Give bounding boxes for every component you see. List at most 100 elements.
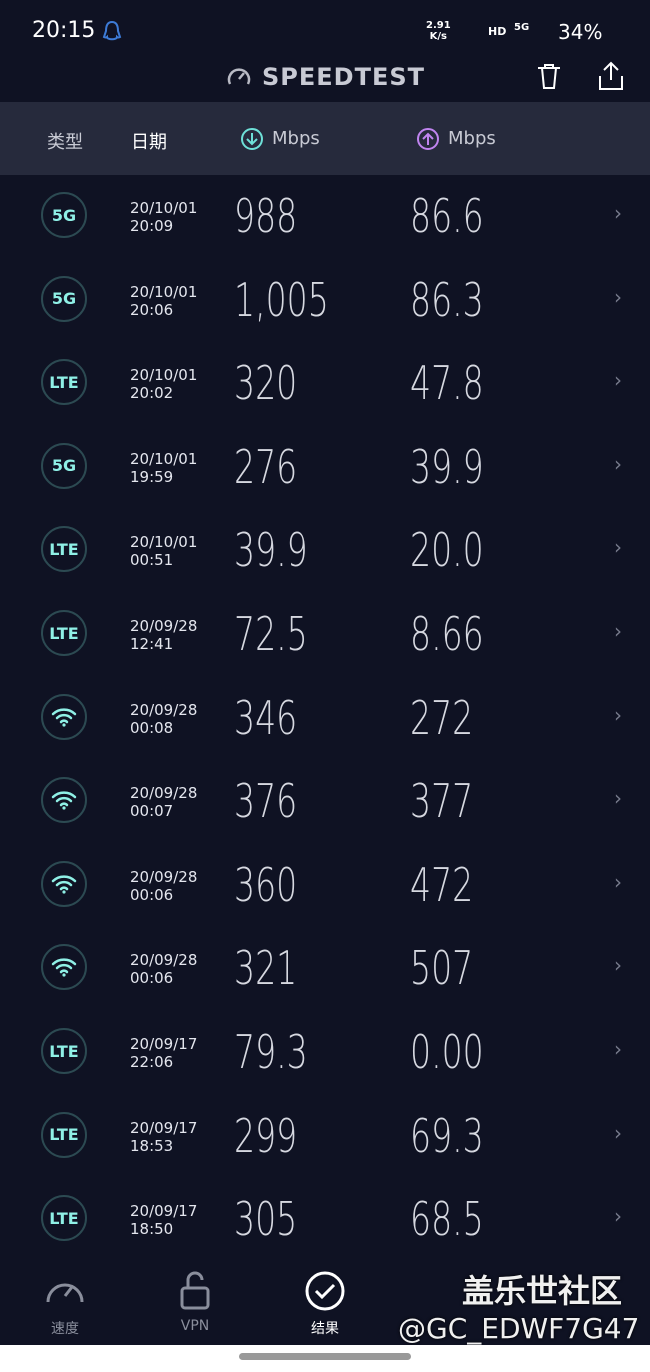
timestamp: 20/10/01 20:02 [130, 366, 197, 402]
chevron: › [614, 1120, 622, 1145]
col-date[interactable]: 日期 [131, 132, 167, 153]
timestamp: 20/10/01 20:06 [130, 283, 197, 319]
download-value: 321 [234, 941, 298, 996]
app-title: SPEEDTEST [262, 63, 426, 91]
date: 20/09/28 [130, 784, 198, 803]
network-badge: LTE [41, 526, 87, 573]
hd: HD [488, 25, 507, 38]
result-row[interactable]: LTE 20/09/17 18:53 299 69.3 › [0, 1095, 650, 1178]
result-row[interactable]: LTE 20/09/17 22:06 79.3 0.00 › [0, 1011, 650, 1094]
upload-value: 20.0 [410, 523, 484, 578]
date: 20/09/17 [130, 1202, 198, 1221]
result-row[interactable]: LTE 20/09/17 18:50 305 68.5 › [0, 1178, 650, 1261]
gesture-bar [0, 1345, 650, 1372]
download-value: 276 [234, 439, 298, 494]
download-value: 988 [234, 189, 298, 243]
network-badge [41, 777, 87, 824]
time: 19:59 [130, 467, 174, 486]
home-pill[interactable] [239, 1353, 411, 1360]
timestamp: 20/09/28 12:41 [130, 617, 197, 653]
date: 20/09/17 [130, 1118, 198, 1137]
results-tab-icon[interactable] [304, 1270, 346, 1312]
nav-label[interactable]: 速度 [51, 1321, 79, 1337]
time: 20:06 [130, 300, 174, 319]
date: 20/10/01 [130, 533, 198, 552]
date: 20/10/01 [130, 449, 198, 468]
timestamp: 20/10/01 19:59 [130, 450, 197, 486]
nav-label[interactable]: 结果 [311, 1321, 339, 1337]
download-value: 72.5 [234, 607, 308, 661]
timestamp: 20/09/17 18:50 [130, 1202, 197, 1238]
time: 00:07 [130, 802, 174, 821]
network-badge: LTE [41, 610, 87, 656]
speed-unit: K/s [429, 31, 448, 42]
network-badge: LTE [41, 1111, 87, 1158]
result-row[interactable]: 5G 20/10/01 20:06 1,005 86.3 › [0, 259, 650, 342]
chevron: › [614, 284, 622, 309]
wifi-icon [51, 707, 77, 727]
date: 20/09/28 [130, 951, 198, 970]
chevron: › [614, 368, 622, 393]
delete-button[interactable] [534, 62, 564, 92]
result-row[interactable]: 5G 20/10/01 19:59 276 39.9 › [0, 426, 650, 509]
upload-value: 272 [410, 690, 474, 745]
wifi-icon [51, 791, 77, 810]
network-badge [41, 860, 87, 907]
timestamp: 20/09/17 18:53 [130, 1119, 197, 1155]
time: 20:09 [130, 217, 174, 235]
chevron: › [614, 619, 622, 643]
result-row[interactable]: LTE 20/10/01 20:02 320 47.8 › [0, 342, 650, 425]
download-value: 299 [234, 1108, 298, 1163]
timestamp: 20/09/17 22:06 [130, 1035, 197, 1071]
upload-value: 86.6 [410, 189, 484, 243]
timestamp: 20/10/01 00:51 [130, 533, 197, 569]
timestamp: 20/09/28 00:08 [130, 701, 197, 737]
chevron: › [614, 451, 622, 476]
upload-value: 86.3 [410, 272, 484, 327]
result-row[interactable]: 20/09/28 00:07 376 377 › [0, 760, 650, 843]
result-row[interactable]: LTE 20/09/28 12:41 72.5 8.66 › [0, 593, 650, 676]
wifi-icon [51, 958, 77, 977]
upload-value: 68.5 [410, 1192, 484, 1247]
col-type[interactable]: 类型 [47, 132, 83, 153]
network-badge: LTE [41, 359, 87, 406]
upload-value: 472 [410, 857, 474, 912]
network-badge: 5G [41, 275, 87, 322]
col-upload[interactable]: Mbps [448, 128, 496, 149]
chevron: › [614, 702, 622, 727]
upload-value: 47.8 [410, 356, 484, 411]
share-button[interactable] [596, 60, 626, 92]
column-header: 类型 日期 Mbps Mbps [0, 102, 650, 175]
time: 20:02 [130, 384, 174, 403]
download-value: 79.3 [234, 1025, 308, 1079]
timestamp: 20/09/28 00:07 [130, 784, 197, 820]
network-badge: LTE [41, 1195, 87, 1242]
col-download[interactable]: Mbps [272, 128, 320, 149]
result-row[interactable]: 20/09/28 00:06 360 472 › [0, 844, 650, 927]
result-row[interactable]: 5G 20/10/01 20:09 988 86.6 › [0, 175, 650, 258]
result-row[interactable]: 20/09/28 00:08 346 272 › [0, 677, 650, 760]
timestamp: 20/09/28 00:06 [130, 868, 197, 904]
speed-tab-icon[interactable] [44, 1270, 86, 1312]
chevron: › [614, 953, 622, 978]
qq-icon [102, 20, 122, 41]
upload-value: 8.66 [410, 607, 484, 661]
date: 20/09/28 [130, 700, 198, 719]
download-icon [241, 128, 263, 150]
network-badge [41, 944, 87, 991]
date: 20/10/01 [130, 366, 198, 385]
upload-value: 39.9 [410, 439, 484, 494]
upload-value: 0.00 [410, 1025, 484, 1079]
download-value: 346 [234, 690, 298, 745]
upload-icon [417, 128, 439, 150]
result-row[interactable]: LTE 20/10/01 00:51 39.9 20.0 › [0, 509, 650, 592]
result-row[interactable]: 20/09/28 00:06 321 507 › [0, 927, 650, 1010]
chevron: › [614, 869, 622, 894]
vpn-tab-icon[interactable] [178, 1270, 212, 1312]
network-badge [41, 693, 87, 740]
nav-label[interactable]: VPN [180, 1318, 210, 1334]
date: 20/09/17 [130, 1035, 198, 1053]
time: 00:06 [130, 969, 174, 988]
upload-value: 377 [410, 774, 474, 829]
